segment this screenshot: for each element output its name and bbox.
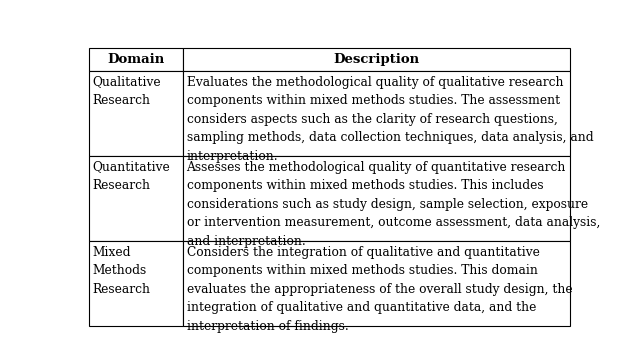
Text: Qualitative
Research: Qualitative Research [93,75,161,107]
Text: Considers the integration of qualitative and quantitative
components within mixe: Considers the integration of qualitative… [186,246,572,333]
Text: Mixed
Methods
Research: Mixed Methods Research [93,246,151,296]
Text: Quantitative
Research: Quantitative Research [93,161,170,192]
Bar [89,156,183,241]
Text: Evaluates the methodological quality of qualitative research
components within m: Evaluates the methodological quality of … [186,75,593,162]
Text: Assesses the methodological quality of quantitative research
components within m: Assesses the methodological quality of q… [186,161,600,248]
Bar [183,156,570,241]
Bar [183,71,570,156]
Text: Description: Description [333,53,419,66]
Bar [89,71,183,156]
Bar [183,48,570,71]
Bar [183,241,570,326]
Bar [89,48,183,71]
Text: Domain: Domain [107,53,165,66]
Bar [89,241,183,326]
